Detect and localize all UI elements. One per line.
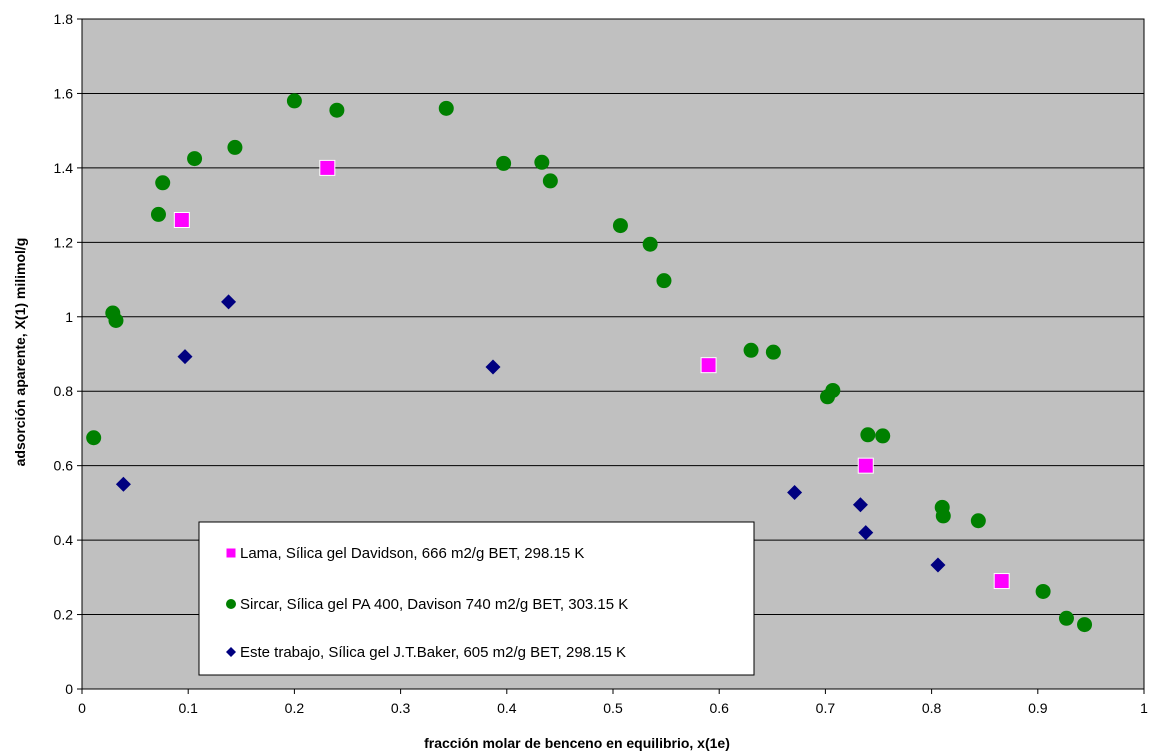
y-tick-label: 1.8 xyxy=(54,11,74,27)
data-point xyxy=(612,218,628,234)
data-point xyxy=(875,428,891,444)
y-axis: 0 0.2 0.4 0.6 0.8 1 1.2 1.4 1.6 1.8 xyxy=(54,11,82,697)
data-point xyxy=(858,525,874,541)
y-tick-label: 0.2 xyxy=(54,607,74,623)
data-point xyxy=(438,100,454,116)
y-tick-label: 1 xyxy=(65,309,73,325)
data-point xyxy=(286,93,302,109)
data-point xyxy=(173,212,190,228)
data-point xyxy=(534,154,550,170)
data-point xyxy=(993,573,1010,590)
data-point xyxy=(115,476,131,492)
data-point xyxy=(642,236,658,252)
legend-label: Lama, Sílica gel Davidson, 666 m2/g BET,… xyxy=(240,545,584,562)
data-point xyxy=(700,357,717,374)
y-tick-label: 1.4 xyxy=(54,160,74,176)
x-tick-label: 1 xyxy=(1140,700,1148,716)
data-point xyxy=(155,175,171,191)
data-point xyxy=(656,273,672,289)
y-tick-label: 0.6 xyxy=(54,458,74,474)
legend-label: Sircar, Sílica gel PA 400, Davison 740 m… xyxy=(240,596,628,613)
data-point xyxy=(187,151,203,167)
data-point xyxy=(765,344,781,360)
data-point xyxy=(542,173,558,189)
data-point xyxy=(860,427,876,443)
y-axis-title: adsorción aparente, X(1) milimol/g xyxy=(12,238,28,467)
legend-marker xyxy=(225,547,237,559)
x-tick-label: 0.3 xyxy=(391,700,411,716)
x-tick-label: 0.6 xyxy=(709,700,729,716)
legend-box xyxy=(198,521,755,676)
y-tick-label: 0 xyxy=(65,681,73,697)
legend-marker xyxy=(226,599,236,609)
data-point xyxy=(108,313,124,328)
data-points xyxy=(86,93,1093,633)
data-point xyxy=(970,513,986,529)
x-tick-label: 0.8 xyxy=(922,700,942,716)
x-axis: 0 0.1 0.2 0.3 0.4 0.5 0.6 0.7 0.8 0.9 1 xyxy=(78,689,1148,716)
data-point xyxy=(930,557,946,573)
data-point xyxy=(227,139,243,155)
x-tick-label: 0.1 xyxy=(178,700,198,716)
y-tick-label: 1.6 xyxy=(54,85,74,101)
data-point xyxy=(485,359,501,375)
y-tick-label: 1.2 xyxy=(54,234,74,250)
data-point xyxy=(852,497,868,513)
legend-marker xyxy=(226,647,236,657)
data-point xyxy=(319,159,336,176)
x-tick-label: 0.7 xyxy=(816,700,836,716)
legend: Lama, Sílica gel Davidson, 666 m2/g BET,… xyxy=(198,521,755,676)
x-tick-label: 0 xyxy=(78,700,86,716)
legend-label: Este trabajo, Sílica gel J.T.Baker, 605 … xyxy=(240,644,626,661)
data-point xyxy=(496,155,512,171)
data-point xyxy=(1077,617,1093,633)
data-point xyxy=(825,382,841,398)
data-point xyxy=(1058,610,1074,626)
x-tick-label: 0.9 xyxy=(1028,700,1048,716)
y-tick-label: 0.8 xyxy=(54,383,74,399)
data-point xyxy=(150,206,166,222)
data-point xyxy=(935,508,951,524)
data-point xyxy=(329,102,345,118)
data-point xyxy=(787,484,803,500)
x-tick-label: 0.5 xyxy=(603,700,623,716)
y-tick-label: 0.4 xyxy=(54,532,74,548)
data-point xyxy=(86,430,102,446)
x-tick-label: 0.4 xyxy=(497,700,517,716)
x-axis-title: fracción molar de benceno en equilibrio,… xyxy=(424,735,730,751)
x-tick-label: 0.2 xyxy=(285,700,305,716)
data-point xyxy=(177,349,193,365)
data-point xyxy=(857,457,874,474)
data-point xyxy=(221,294,237,310)
data-point xyxy=(743,342,759,358)
data-point xyxy=(1035,583,1051,599)
